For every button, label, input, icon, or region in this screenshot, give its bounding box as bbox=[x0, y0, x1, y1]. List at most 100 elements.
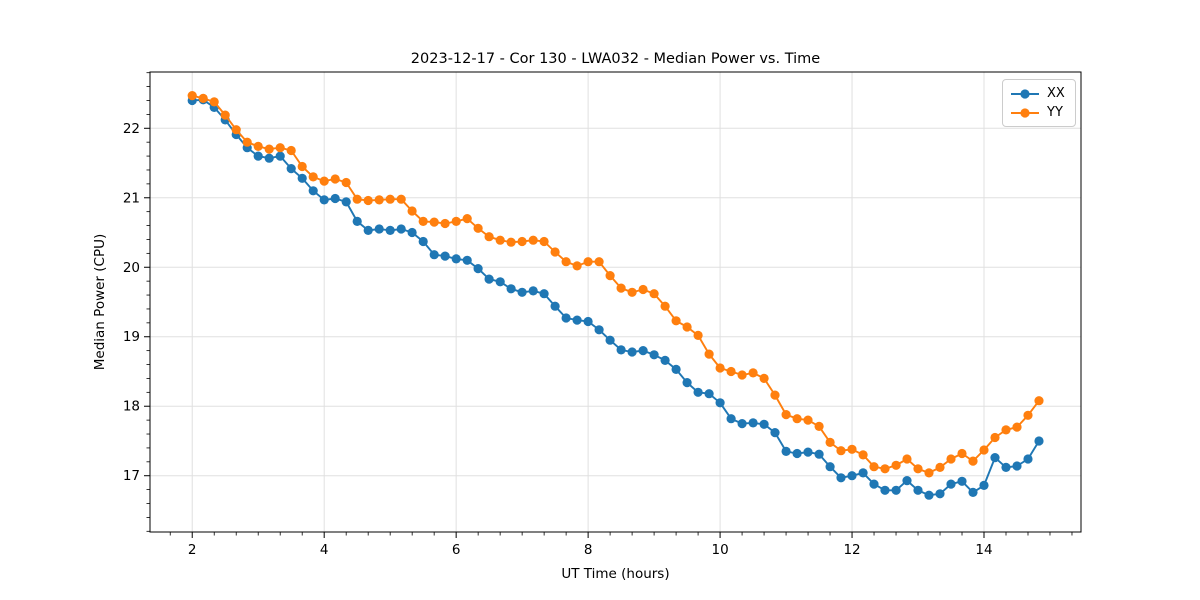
series-yy-point bbox=[1034, 396, 1044, 406]
series-yy-point bbox=[242, 137, 252, 147]
series-yy-point bbox=[825, 437, 835, 447]
series-xx-point bbox=[902, 476, 912, 486]
series-yy-point bbox=[198, 93, 208, 103]
series-yy-point bbox=[407, 206, 417, 216]
series-yy-point bbox=[627, 287, 637, 297]
series-yy-point bbox=[550, 247, 560, 257]
series-yy-point bbox=[484, 232, 494, 242]
series-yy-point bbox=[385, 194, 395, 204]
series-yy-point bbox=[704, 349, 714, 359]
series-xx-point bbox=[693, 387, 703, 397]
plot-border bbox=[149, 71, 1082, 533]
series-xx-point bbox=[671, 364, 681, 374]
series-xx-point bbox=[748, 418, 758, 428]
series-xx-point bbox=[979, 480, 989, 490]
series-xx-point bbox=[649, 350, 659, 360]
series-xx-point bbox=[803, 447, 813, 457]
x-tick-label: 2 bbox=[188, 542, 197, 558]
series-xx-point bbox=[440, 251, 450, 261]
series-yy-point bbox=[649, 289, 659, 299]
series-yy-point bbox=[605, 271, 615, 281]
series-yy-point bbox=[836, 446, 846, 456]
x-tick-label: 10 bbox=[711, 542, 728, 558]
series-xx-point bbox=[759, 419, 769, 429]
series-xx-point bbox=[429, 250, 439, 260]
series-xx-point bbox=[726, 414, 736, 424]
series-xx-point bbox=[770, 428, 780, 438]
series-yy-point bbox=[253, 141, 263, 151]
series-yy-point bbox=[308, 172, 318, 182]
x-axis-label: UT Time (hours) bbox=[561, 566, 669, 582]
series-xx-point bbox=[946, 479, 956, 489]
series-xx-point bbox=[1023, 454, 1033, 464]
series-xx-point bbox=[858, 468, 868, 478]
grid-layer bbox=[150, 72, 1081, 532]
series-xx-point bbox=[660, 355, 670, 365]
series-xx-point bbox=[704, 389, 714, 399]
series-yy-point bbox=[902, 454, 912, 464]
series-xx-point bbox=[517, 287, 527, 297]
series-xx-point bbox=[418, 236, 428, 247]
legend-item-yy: YY bbox=[1010, 103, 1069, 122]
series-xx-point bbox=[352, 216, 362, 226]
series-yy-point bbox=[737, 370, 747, 380]
series-yy-point bbox=[913, 464, 923, 474]
series-layer bbox=[187, 91, 1044, 500]
series-yy-point bbox=[935, 462, 945, 472]
series-xx-point bbox=[363, 225, 373, 235]
series-xx-point bbox=[385, 225, 395, 235]
series-xx-point bbox=[572, 315, 582, 325]
series-xx-point bbox=[737, 419, 747, 429]
legend-item-xx: XX bbox=[1010, 84, 1069, 103]
legend-label: XX bbox=[1047, 86, 1065, 101]
series-yy-point bbox=[231, 125, 241, 135]
series-xx-point bbox=[627, 347, 637, 357]
x-tick-label: 12 bbox=[843, 542, 860, 558]
series-yy-point bbox=[561, 257, 571, 267]
series-yy-point bbox=[220, 110, 230, 120]
series-yy-point bbox=[858, 450, 868, 460]
series-xx-point bbox=[341, 197, 351, 207]
series-yy-point bbox=[1001, 425, 1011, 435]
x-tick-label: 4 bbox=[320, 542, 329, 558]
series-xx-point bbox=[891, 485, 901, 495]
series-yy-point bbox=[803, 415, 813, 425]
series-yy-point bbox=[187, 91, 197, 101]
series-yy-point bbox=[429, 217, 439, 227]
series-yy-point bbox=[418, 216, 428, 226]
x-tick-label: 14 bbox=[975, 542, 992, 558]
series-xx-point bbox=[616, 345, 626, 355]
series-xx-point bbox=[297, 173, 307, 183]
series-yy-point bbox=[847, 444, 857, 454]
legend-swatch-xx-icon bbox=[1011, 88, 1039, 99]
series-yy-point bbox=[770, 390, 780, 400]
series-yy-point bbox=[924, 468, 934, 478]
series-xx-point bbox=[583, 316, 593, 327]
series-yy-point bbox=[891, 460, 901, 470]
series-xx-point bbox=[374, 224, 384, 234]
series-yy-point bbox=[660, 301, 670, 311]
series-yy-point bbox=[319, 176, 329, 186]
series-yy-point bbox=[473, 223, 483, 233]
series-yy-point bbox=[792, 414, 802, 424]
series-xx-point bbox=[319, 195, 329, 205]
series-xx-point bbox=[825, 462, 835, 472]
series-yy-point bbox=[968, 456, 978, 466]
series-yy-point bbox=[616, 283, 626, 293]
series-xx-point bbox=[1012, 461, 1022, 471]
y-tick-label: 19 bbox=[123, 329, 140, 345]
y-axis-label: Median Power (CPU) bbox=[92, 234, 108, 370]
series-yy-point bbox=[979, 445, 989, 455]
y-tick-label: 21 bbox=[123, 190, 140, 206]
series-yy-point bbox=[1012, 422, 1022, 432]
series-yy-point bbox=[990, 432, 1000, 443]
series-yy-point bbox=[946, 454, 956, 464]
series-xx-point bbox=[484, 274, 494, 284]
series-yy-point bbox=[275, 143, 285, 153]
series-yy-point bbox=[286, 145, 296, 156]
series-xx-point bbox=[561, 313, 571, 323]
series-xx-point bbox=[253, 151, 263, 161]
series-xx-point bbox=[1001, 462, 1011, 472]
series-xx-point bbox=[308, 186, 318, 196]
